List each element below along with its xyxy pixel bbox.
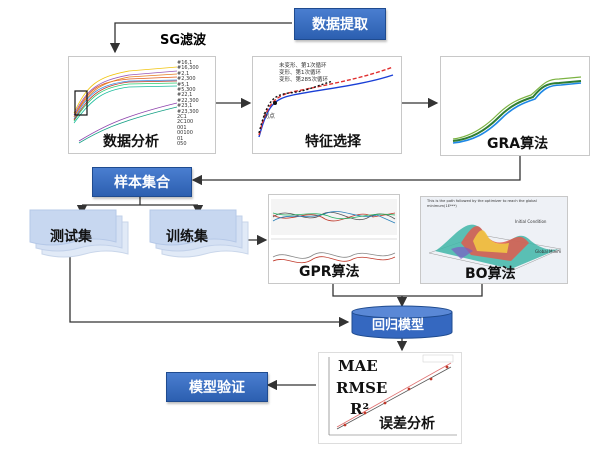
sample-set-label: 样本集合: [114, 175, 170, 191]
legend-entry: 00100: [177, 130, 193, 137]
test-set-label: 测试集: [50, 229, 92, 245]
model-validation-label: 模型验证: [189, 380, 245, 396]
metric-r2: R²: [350, 400, 370, 418]
legend-entry: #23,300: [177, 108, 199, 115]
bo-label: BO算法: [465, 266, 516, 282]
gra-chart: [452, 76, 582, 144]
legend-entry: 2C100: [177, 119, 194, 126]
data-analysis-chart: [73, 66, 178, 144]
legend-entry: #22,300: [177, 97, 199, 104]
data-analysis-highlight: [74, 90, 88, 116]
legend-entry: #5,300: [177, 87, 196, 94]
legend-entry: 2C1: [177, 114, 187, 121]
feature-legend-entry: 变形、第1次循环: [279, 70, 321, 76]
arrow-test-to-regression: [69, 253, 350, 328]
gpr-label: GPR算法: [299, 264, 360, 280]
test-set-stack: [29, 209, 129, 258]
bo-annotation-global: Global Minim: [535, 249, 562, 254]
gra-label: GRA算法: [487, 136, 549, 152]
connector-gpr-bo: [332, 284, 483, 297]
train-set-label: 训练集: [166, 229, 208, 245]
legend-entry: #16,1: [177, 60, 193, 66]
feature-legend-entry: 未变形、第1次循环: [279, 63, 327, 69]
data-analysis-panel: #16,1 #16,300 #2,1 #2,300 #5,1 #5,300 #2…: [68, 56, 216, 154]
legend-entry: #5,1: [177, 81, 190, 88]
legend-entry: 001: [177, 124, 187, 131]
legend-entry: #2,300: [177, 76, 196, 83]
data-extract-label: 数据提取: [312, 17, 368, 33]
feature-annotation: 拐点: [263, 113, 276, 120]
error-analysis-panel: 误差分析: [318, 352, 462, 444]
model-validation-box: 模型验证: [166, 372, 268, 402]
regression-model-label: 回归模型: [372, 318, 425, 333]
feature-select-chart: [258, 66, 394, 138]
error-analysis-label: 误差分析: [379, 416, 435, 432]
metric-mae: MAE: [338, 357, 378, 375]
arrow-extract-to-analysis: [109, 22, 292, 54]
gra-panel: GRA算法: [440, 56, 590, 156]
error-scatter-chart: [328, 354, 457, 436]
data-analysis-label: 数据分析: [103, 134, 159, 150]
data-analysis-legend: #16,1 #16,300 #2,1 #2,300 #5,1 #5,300 #2…: [177, 60, 213, 149]
sg-filter-label: SG滤波: [160, 33, 207, 48]
legend-entry: #2,1: [177, 70, 190, 77]
bo-title: This is the path followed by the optimiz…: [427, 199, 537, 208]
metric-rmse: RMSE: [336, 379, 388, 397]
feature-select-label: 特征选择: [305, 134, 361, 150]
feature-legend-entry: 变形、第285次循环: [279, 77, 328, 83]
legend-entry: #23,1: [177, 103, 193, 110]
feature-select-panel: 未变形、第1次循环 变形、第1次循环 变形、第285次循环 拐点 特征选择: [252, 56, 402, 154]
legend-entry: #16,300: [177, 65, 199, 72]
bo-surface: [428, 224, 562, 272]
legend-entry: 050: [177, 141, 187, 148]
gpr-chart: [271, 199, 397, 264]
bo-annotation-initial: Initial Condition: [515, 219, 547, 224]
data-extract-box: 数据提取: [294, 8, 386, 40]
train-set-stack: [149, 209, 249, 258]
legend-entry: 01: [177, 135, 184, 142]
legend-entry: #22,1: [177, 92, 193, 99]
bo-panel: This is the path followed by the optimiz…: [420, 196, 568, 284]
arrow-gra-to-sample: [191, 156, 521, 186]
feature-legend: 未变形、第1次循环 变形、第1次循环 变形、第285次循环: [279, 63, 328, 84]
gpr-panel: GPR算法: [268, 194, 400, 284]
sample-set-box: 样本集合: [92, 167, 192, 197]
